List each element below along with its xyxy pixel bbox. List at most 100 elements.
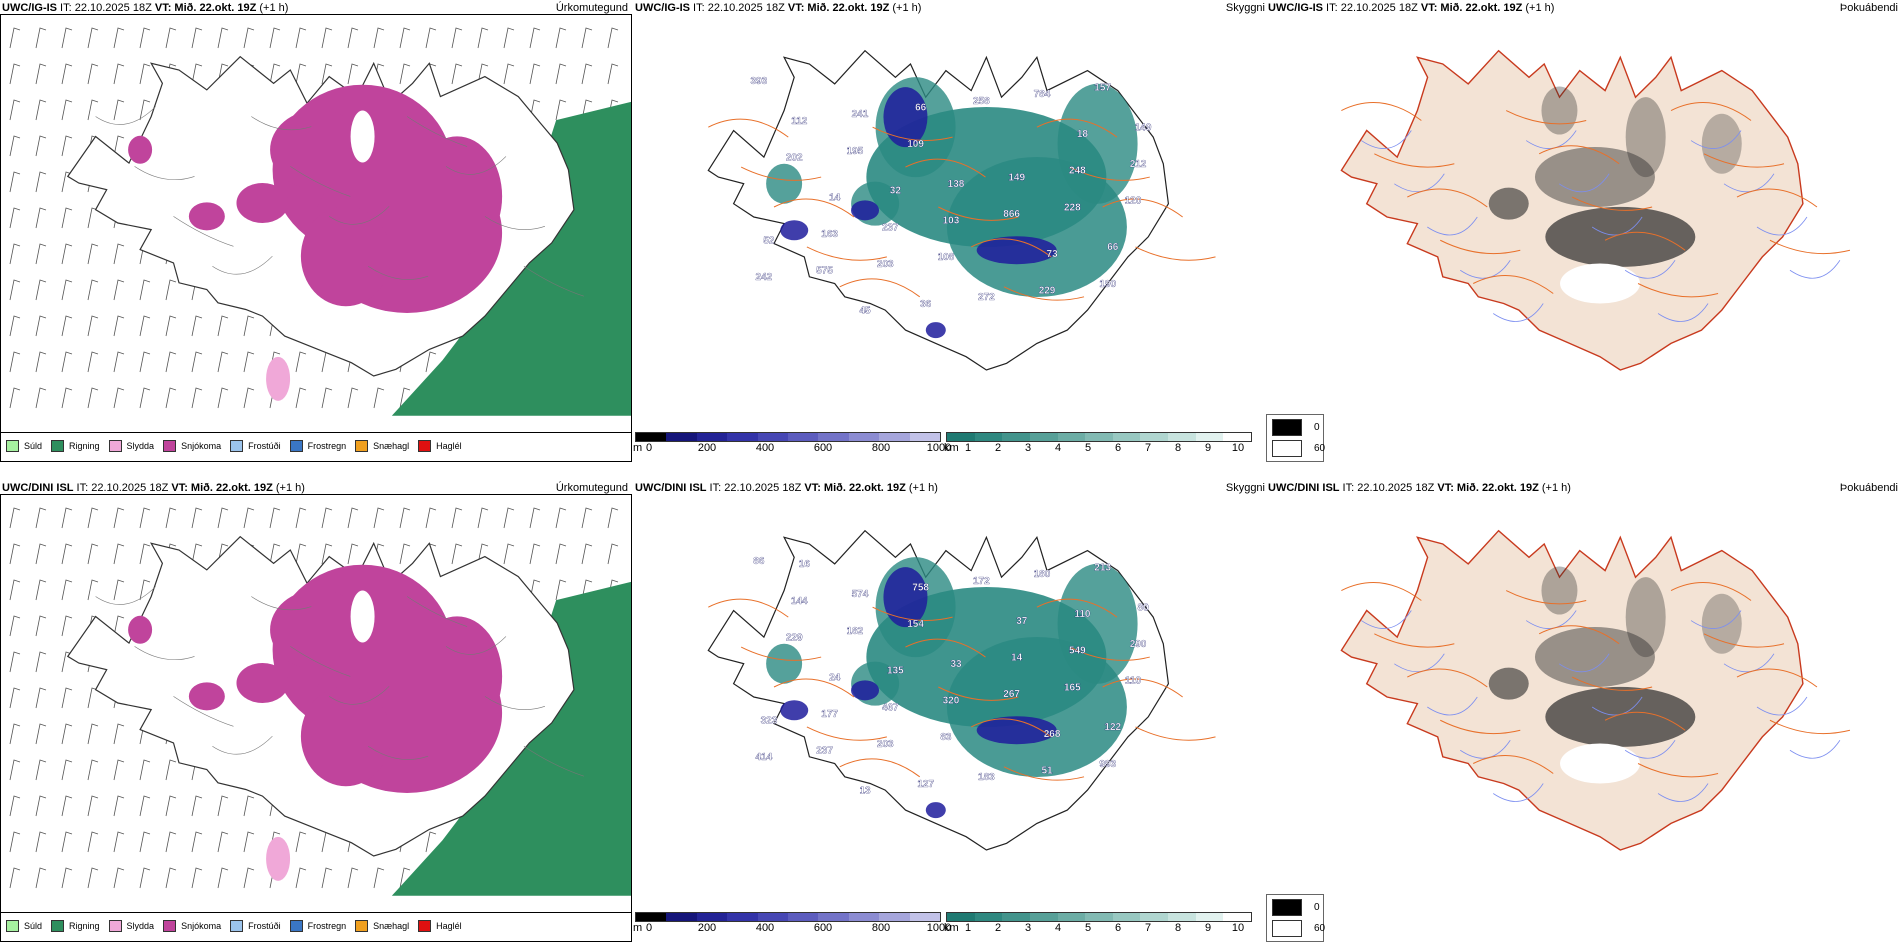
model-label: UWC/IG-IS bbox=[635, 2, 690, 14]
elevation-label: 866 bbox=[1003, 209, 1020, 220]
legend-label: Snæhagl bbox=[373, 921, 410, 931]
fog-legend-swatch bbox=[1272, 899, 1302, 916]
init-time: IT: 22.10.2025 18Z bbox=[1323, 2, 1421, 14]
height-tick: 1000 bbox=[926, 922, 952, 934]
panel-header: UWC/IG-IS IT: 22.10.2025 18Z VT: Mið. 22… bbox=[635, 0, 921, 16]
fog-legend-label: 0 bbox=[1314, 902, 1320, 913]
model-label: UWC/DINI ISL bbox=[2, 482, 74, 494]
legend-swatch bbox=[355, 440, 369, 452]
height-colorbar-strip bbox=[635, 912, 941, 922]
elevation-label: 574 bbox=[852, 589, 869, 600]
visibility-tick: 8 bbox=[1174, 442, 1182, 454]
visibility-tick: 9 bbox=[1204, 922, 1212, 934]
height-ticks: 0 200 400 600 800 1000 bbox=[635, 922, 951, 936]
legend-label: Súld bbox=[24, 921, 43, 931]
precip-type-legend: Súld Rigning Slydda Snjókoma Frostúði Frostre… bbox=[2, 914, 462, 938]
fog-legend: 0 60 bbox=[1266, 894, 1325, 942]
legend-label: Rigning bbox=[69, 441, 100, 451]
legend-swatch bbox=[108, 440, 122, 452]
elevation-label: 165 bbox=[1064, 682, 1081, 693]
visibility-colorbar: km 1 2 3 4 5 6 7 8 9 10 bbox=[944, 432, 1252, 458]
legend-frame bbox=[0, 912, 632, 942]
cloud-panel: 86 83 110 154 213 203 165 182 180 237 267 229 172 414… bbox=[633, 480, 1265, 942]
height-tick: 400 bbox=[755, 442, 775, 454]
elevation-label: 268 bbox=[1044, 729, 1061, 740]
elevation-label: 248 bbox=[1069, 166, 1086, 177]
legend-label: Slydda bbox=[126, 921, 155, 931]
height-colorbar-strip bbox=[635, 432, 941, 442]
valid-time: VT: Mið. 22.okt. 19Z bbox=[1420, 2, 1523, 14]
init-time: IT: 22.10.2025 18Z bbox=[690, 2, 788, 14]
visibility-tick: 5 bbox=[1084, 922, 1092, 934]
legend-label: Frostúði bbox=[248, 441, 281, 451]
legend-item: Slydda bbox=[108, 440, 154, 452]
elevation-label: 267 bbox=[1003, 689, 1020, 700]
elevation-label: 241 bbox=[852, 109, 869, 120]
elevation-label: 320 bbox=[943, 696, 960, 707]
init-time: IT: 22.10.2025 18Z bbox=[1339, 482, 1438, 494]
legend-swatch bbox=[163, 920, 177, 932]
elevation-label: 45 bbox=[859, 305, 871, 316]
model-label: UWC/DINI ISL bbox=[635, 482, 707, 494]
elevation-label: 549 bbox=[1069, 646, 1086, 657]
elevation-label: 24 bbox=[829, 672, 841, 683]
fog-panel: 0 60 UWC/DINI ISL IT: 22.10.2025 18Z VT: M… bbox=[1266, 480, 1900, 942]
elevation-label: 14 bbox=[1011, 652, 1023, 663]
height-tick: 1000 bbox=[926, 442, 952, 454]
fog-legend-swatch bbox=[1272, 920, 1302, 937]
panel-header: UWC/DINI ISL IT: 22.10.2025 18Z VT: Mið.… bbox=[2, 480, 305, 496]
panel-title: Þokuábendi bbox=[1839, 2, 1898, 14]
legend-item: Rigning bbox=[51, 920, 100, 932]
height-ticks: 0 200 400 600 800 1000 bbox=[635, 442, 951, 456]
visibility-tick: 10 bbox=[1231, 442, 1245, 454]
panel-title: Skyggni bbox=[1225, 2, 1265, 14]
elevation-label: 229 bbox=[1039, 285, 1056, 296]
visibility-colorbar-strip bbox=[946, 912, 1252, 922]
panel-header: UWC/DINI ISL IT: 22.10.2025 18Z VT: Mið.… bbox=[1268, 480, 1571, 496]
visibility-tick: 4 bbox=[1054, 922, 1062, 934]
elevation-label: 154 bbox=[907, 619, 924, 630]
elevation-label: 16 bbox=[799, 559, 811, 570]
fog-panel: 0 60 UWC/IG-IS IT: 22.10.2025 18Z VT: Mið.… bbox=[1266, 0, 1900, 462]
elevation-label: 182 bbox=[847, 626, 864, 637]
visibility-tick: 1 bbox=[964, 922, 972, 934]
legend-item: Haglél bbox=[418, 920, 462, 932]
legend-frame bbox=[0, 432, 632, 462]
height-tick: 800 bbox=[871, 922, 891, 934]
precip-type-map bbox=[0, 494, 632, 913]
elevation-label: 290 bbox=[1130, 639, 1147, 650]
elevation-label: 784 bbox=[1034, 89, 1051, 100]
fog-indicator-map bbox=[1340, 49, 1851, 371]
elevation-label: 242 bbox=[756, 272, 773, 283]
height-tick: 800 bbox=[871, 442, 891, 454]
panel-header: UWC/DINI ISL IT: 22.10.2025 18Z VT: Mið.… bbox=[635, 480, 938, 496]
panel-title: Úrkomutegund bbox=[555, 2, 628, 14]
legend-swatch bbox=[230, 440, 244, 452]
elevation-label: 80 bbox=[1138, 602, 1150, 613]
height-colorbar: m 0 200 400 600 800 1000 bbox=[633, 432, 951, 458]
legend-label: Haglél bbox=[436, 921, 462, 931]
fog-legend-label: 60 bbox=[1314, 443, 1326, 454]
elevation-label: 14 bbox=[829, 192, 841, 203]
init-time: IT: 22.10.2025 18Z bbox=[57, 2, 155, 14]
elevation-label: 13 bbox=[859, 785, 871, 796]
legend-item: Frostúði bbox=[230, 440, 281, 452]
elevation-label: 83 bbox=[940, 732, 952, 743]
visibility-tick: 2 bbox=[994, 442, 1002, 454]
elevation-label: 108 bbox=[938, 252, 955, 263]
elevation-label: 33 bbox=[950, 659, 962, 670]
elevation-label: 183 bbox=[978, 772, 995, 783]
visibility-ticks: 1 2 3 4 5 6 7 8 9 10 bbox=[946, 922, 1252, 936]
elevation-label: 37 bbox=[1016, 616, 1028, 627]
init-time: IT: 22.10.2025 18Z bbox=[706, 482, 805, 494]
legend-item: Snæhagl bbox=[355, 440, 409, 452]
height-tick: 0 bbox=[645, 442, 653, 454]
visibility-tick: 8 bbox=[1174, 922, 1182, 934]
elevation-label: 127 bbox=[917, 779, 934, 790]
cloud-panel: 393 108 120 109 157 203 228 195 784 575 866 202 258 2… bbox=[633, 0, 1265, 462]
elevation-label: 109 bbox=[907, 139, 924, 150]
lead-time: (+1 h) bbox=[1538, 482, 1571, 494]
elevation-label: 110 bbox=[1074, 609, 1091, 620]
elevation-label: 212 bbox=[1130, 159, 1147, 170]
legend-label: Frostregn bbox=[307, 921, 347, 931]
